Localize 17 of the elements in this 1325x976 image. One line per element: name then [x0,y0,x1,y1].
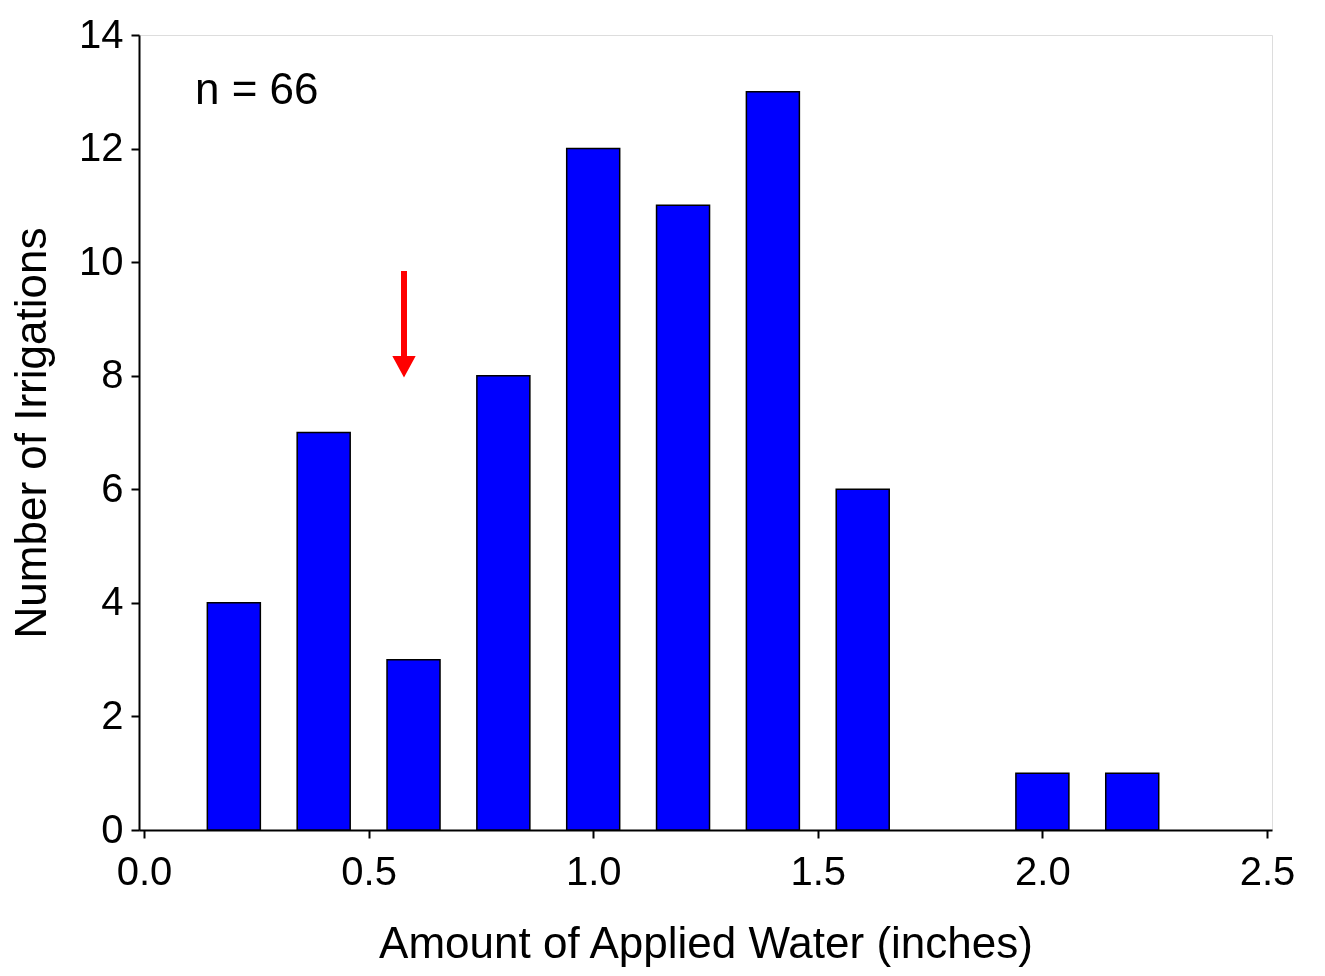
y-tick-label: 8 [101,352,124,397]
y-tick-label: 12 [79,125,124,170]
y-tick-label: 2 [101,692,124,737]
y-tick-label: 4 [101,579,124,624]
x-tick-label: 0.0 [116,848,173,893]
x-axis-title: Amount of Applied Water (inches) [379,917,1033,967]
y-tick-label: 0 [101,806,124,851]
y-tick-label: 10 [79,238,124,283]
x-tick-label: 0.5 [341,848,397,893]
x-tick-label: 1.5 [790,848,847,893]
y-tick-label: 6 [101,465,124,510]
y-axis-title: Number of Irrigations [6,227,56,639]
x-tick-label: 1.0 [565,848,622,893]
x-tick-label: 2.5 [1239,848,1296,893]
y-tick-label: 14 [79,11,124,56]
annotation: n = 66 [195,64,319,113]
x-tick-label: 2.0 [1015,848,1071,893]
